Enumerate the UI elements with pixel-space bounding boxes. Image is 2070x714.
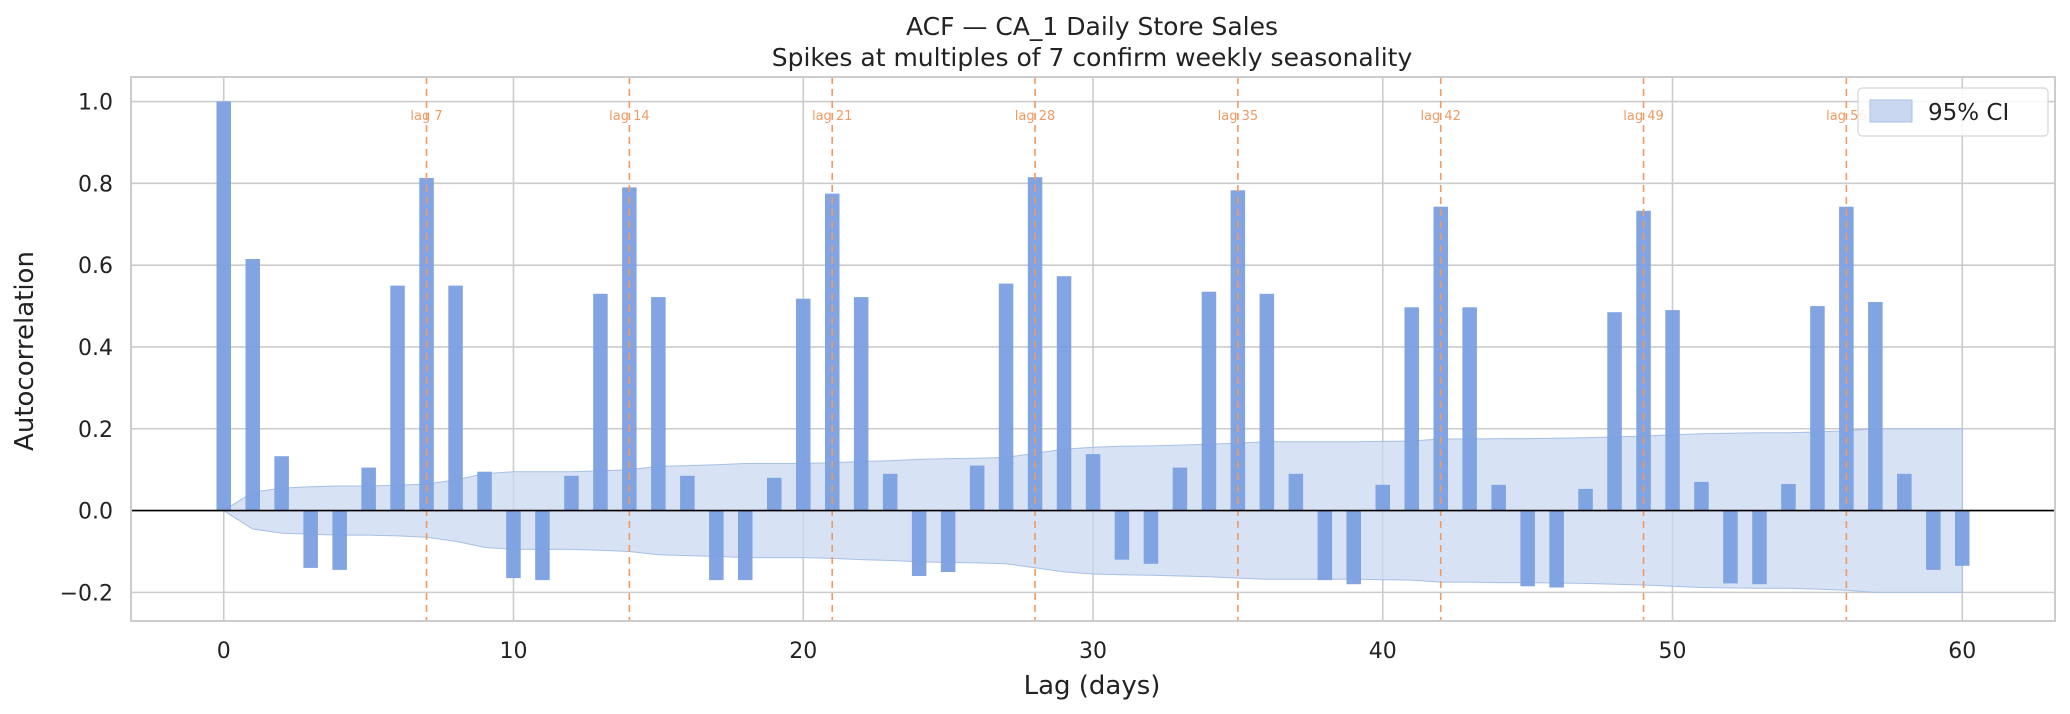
x-tick-label: 10 bbox=[499, 639, 527, 664]
lag-marker-label: lag 42 bbox=[1420, 109, 1461, 124]
acf-bar bbox=[1259, 293, 1275, 511]
seasonal-lag-markers: lag 7 lag 14 lag 21 lag 28 lag 35 lag 42 lag 4… bbox=[410, 77, 1867, 621]
acf-bar bbox=[680, 475, 695, 511]
acf-bar bbox=[998, 283, 1014, 511]
acf-bar bbox=[506, 510, 521, 579]
lag-marker-label: lag 49 bbox=[1623, 109, 1664, 124]
y-tick-label: −0.2 bbox=[60, 581, 113, 606]
acf-bar bbox=[535, 510, 550, 581]
x-tick-label: 0 bbox=[217, 639, 231, 664]
y-tick-label: 1.0 bbox=[78, 91, 113, 116]
acf-bar bbox=[1578, 488, 1593, 511]
y-axis-ticks: −0.2 0.0 0.2 0.4 0.6 0.8 1.0 bbox=[60, 91, 113, 607]
acf-bar bbox=[1607, 312, 1622, 511]
acf-bar bbox=[882, 473, 898, 511]
y-tick-label: 0.4 bbox=[78, 336, 113, 361]
acf-bar bbox=[477, 471, 492, 511]
acf-bar bbox=[651, 297, 666, 511]
acf-bar bbox=[216, 101, 231, 511]
acf-bar bbox=[1317, 510, 1333, 581]
acf-bar bbox=[593, 293, 608, 511]
y-tick-label: 0.0 bbox=[78, 500, 113, 525]
acf-bar bbox=[1810, 306, 1825, 511]
acf-bar bbox=[969, 465, 985, 511]
x-tick-label: 50 bbox=[1659, 639, 1687, 664]
acf-bar bbox=[1781, 484, 1796, 511]
acf-bar bbox=[622, 187, 637, 511]
acf-bar bbox=[1897, 473, 1912, 511]
chart-title: ACF — CA_1 Daily Store Sales bbox=[906, 12, 1278, 41]
acf-bar bbox=[1636, 210, 1651, 511]
acf-bar bbox=[1926, 510, 1941, 570]
chart-subtitle: Spikes at multiples of 7 confirm weekly … bbox=[772, 43, 1413, 72]
acf-bar bbox=[1404, 307, 1419, 511]
acf-bar bbox=[564, 475, 579, 511]
acf-bar bbox=[1694, 481, 1709, 511]
acf-bar bbox=[1201, 291, 1217, 511]
lag-marker-label: lag 28 bbox=[1015, 109, 1056, 124]
x-tick-label: 60 bbox=[1948, 639, 1976, 664]
acf-bar bbox=[738, 510, 753, 581]
acf-bar bbox=[911, 510, 927, 576]
acf-bar bbox=[1462, 307, 1477, 511]
x-tick-label: 20 bbox=[789, 639, 817, 664]
lag-marker-label: lag 14 bbox=[609, 109, 650, 124]
lag-marker-label: lag 21 bbox=[812, 109, 853, 124]
x-tick-label: 30 bbox=[1079, 639, 1107, 664]
acf-bar bbox=[1491, 484, 1506, 511]
acf-bar bbox=[1346, 510, 1361, 585]
acf-bar bbox=[1288, 473, 1304, 511]
plot-frame bbox=[130, 76, 2056, 622]
x-axis-ticks: 0 10 20 30 40 50 60 bbox=[217, 639, 1977, 664]
x-tick-label: 40 bbox=[1369, 639, 1397, 664]
acf-bar bbox=[274, 456, 289, 511]
acf-bar bbox=[361, 467, 376, 511]
legend-ci-swatch bbox=[1869, 99, 1913, 123]
acf-bar bbox=[245, 259, 260, 511]
acf-bar bbox=[1955, 510, 1970, 566]
acf-bar bbox=[1056, 276, 1072, 511]
acf-bar bbox=[1868, 302, 1883, 511]
legend: 95% CI bbox=[1857, 87, 2049, 137]
acf-bar bbox=[448, 285, 463, 511]
acf-bar bbox=[1752, 510, 1767, 585]
acf-bar bbox=[1549, 510, 1564, 588]
lag-marker-label: lag 7 bbox=[410, 109, 442, 124]
acf-bar bbox=[1143, 510, 1159, 564]
acf-bar bbox=[1375, 484, 1390, 511]
acf-bar bbox=[1230, 190, 1246, 511]
acf-bar bbox=[1172, 467, 1188, 511]
acf-bar bbox=[825, 193, 840, 511]
acf-bar bbox=[1520, 510, 1535, 587]
acf-bar bbox=[1085, 454, 1101, 511]
acf-bar bbox=[1665, 310, 1680, 511]
acf-bar bbox=[303, 510, 318, 568]
acf-bar bbox=[1114, 510, 1130, 560]
y-tick-label: 0.8 bbox=[78, 172, 113, 197]
y-tick-label: 0.2 bbox=[78, 418, 113, 443]
acf-bar bbox=[332, 510, 347, 570]
acf-bar bbox=[940, 510, 956, 572]
y-axis-label: Autocorrelation bbox=[10, 251, 40, 451]
acf-bar bbox=[709, 510, 724, 581]
x-axis-label: Lag (days) bbox=[1024, 671, 1161, 701]
acf-bar bbox=[1723, 510, 1738, 584]
acf-bar bbox=[390, 285, 405, 511]
lag-marker-label: lag 56 bbox=[1826, 109, 1867, 124]
y-tick-label: 0.6 bbox=[78, 254, 113, 279]
acf-bar bbox=[767, 477, 782, 511]
acf-bars bbox=[216, 101, 1970, 588]
legend-ci-label: 95% CI bbox=[1928, 100, 2009, 126]
lag-marker-label: lag 35 bbox=[1218, 109, 1259, 124]
acf-bar bbox=[796, 298, 811, 511]
acf-bar bbox=[853, 297, 869, 511]
